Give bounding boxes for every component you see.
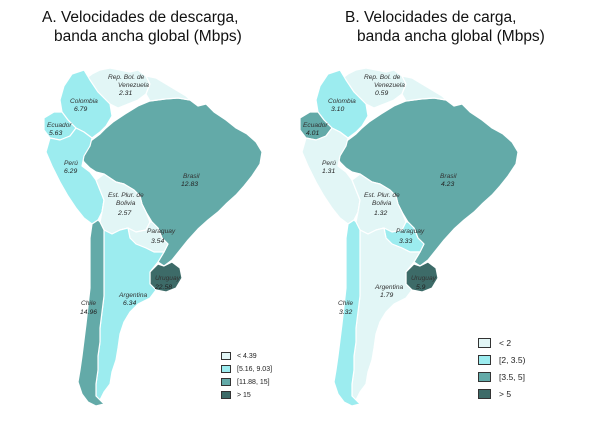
chile-region [333, 219, 361, 407]
b-argentina-value: 1.79 [380, 292, 393, 299]
a-argentina-value: 6.34 [123, 300, 136, 307]
panel-a-title-line1: A. Velocidades de descarga, [42, 9, 239, 26]
b-venezuela-value: 0.59 [375, 90, 388, 97]
a-peru-value: 6.29 [64, 168, 77, 175]
legend-b-item-3: [3.5, 5] [478, 368, 525, 385]
a-brasil-name: Brasil [183, 173, 200, 180]
guyana-region [401, 75, 447, 102]
legend-b-label-1: < 2 [499, 337, 512, 348]
b-colombia-value: 3.10 [331, 106, 344, 113]
legend-a-item-1: < 4.39 [221, 350, 272, 362]
legend-b-item-2: [2, 3.5) [478, 351, 525, 368]
legend-b-label-4: > 5 [499, 388, 512, 399]
b-uruguay-name: Uruguay [411, 275, 437, 282]
a-bolivia-name2: Bolivia [116, 200, 136, 207]
a-venezuela-name2: Venezuela [118, 82, 149, 89]
b-peru-name: Perú [322, 160, 336, 167]
brasil-region [335, 97, 519, 267]
panel-a-legend: < 4.39 [5.16, 9.03] [11.88, 15] > 15 [221, 350, 272, 402]
a-colombia-value: 6.79 [74, 106, 87, 113]
b-paraguay-value: 3.33 [399, 238, 412, 245]
a-chile-value: 14.96 [80, 309, 97, 316]
b-venezuela-name2: Venezuela [374, 82, 405, 89]
panel-a-title-line2: banda ancha global (Mbps) [54, 28, 242, 45]
panel-b-legend: < 2 [2, 3.5) [3.5, 5] > 5 [478, 334, 525, 402]
b-chile-name: Chile [338, 300, 353, 307]
legend-b-item-1: < 2 [478, 334, 525, 351]
a-brasil-value: 12.83 [181, 181, 198, 188]
a-ecuador-name: Ecuador [47, 122, 72, 129]
b-ecuador-value: 4.01 [306, 130, 319, 137]
a-ecuador-value: 5.63 [49, 130, 62, 137]
b-venezuela-name1: Rep. Bol. de [364, 74, 401, 81]
a-venezuela-value: 2.31 [118, 90, 132, 97]
b-brasil-value: 4.23 [441, 181, 454, 188]
legend-b-swatch-3 [478, 371, 491, 382]
a-argentina-name: Argentina [118, 292, 148, 299]
a-chile-name: Chile [81, 300, 96, 307]
legend-a-swatch-4 [221, 391, 231, 399]
legend-a-swatch-2 [221, 365, 231, 373]
a-venezuela-name1: Rep. Bol. de [108, 74, 145, 81]
b-ecuador-name: Ecuador [303, 122, 328, 129]
panel-b-title-line1: B. Velocidades de carga, [345, 9, 517, 26]
legend-a-swatch-3 [221, 378, 231, 386]
a-paraguay-name: Paraguay [147, 228, 176, 235]
b-uruguay-value: 5.9 [416, 284, 426, 291]
panel-b-title: B. Velocidades de carga, banda ancha glo… [345, 8, 545, 46]
legend-b-swatch-2 [478, 354, 491, 365]
legend-a-item-4: > 15 [221, 389, 272, 401]
panel-b-title-line2: banda ancha global (Mbps) [357, 28, 545, 45]
a-bolivia-value: 2.57 [117, 210, 131, 217]
brasil-region [79, 97, 263, 267]
b-bolivia-name2: Bolivia [372, 200, 392, 207]
chile-region [77, 219, 105, 407]
a-colombia-name: Colombia [70, 98, 98, 105]
a-bolivia-name1: Est. Plur. de [108, 192, 144, 199]
b-colombia-name: Colombia [328, 98, 356, 105]
panel-a-map: Rep. Bol. de Venezuela 2.31 Colombia 6.7… [43, 67, 263, 407]
argentina-region [351, 227, 421, 401]
a-uruguay-name: Uruguay [155, 275, 181, 282]
legend-a-item-2: [5.16, 9.03] [221, 363, 272, 375]
a-uruguay-value: 22.58 [154, 284, 172, 291]
a-peru-name: Perú [64, 160, 78, 167]
b-paraguay-name: Paraguay [396, 228, 425, 235]
legend-b-swatch-4 [478, 388, 491, 399]
legend-a-swatch-1 [221, 352, 231, 360]
b-argentina-name: Argentina [374, 284, 404, 291]
legend-b-label-3: [3.5, 5] [499, 371, 525, 382]
legend-b-label-2: [2, 3.5) [499, 354, 526, 365]
legend-a-item-3: [11.88, 15] [221, 376, 272, 388]
b-brasil-name: Brasil [440, 173, 457, 180]
legend-b-item-4: > 5 [478, 385, 525, 402]
b-peru-value: 1.31 [322, 168, 335, 175]
b-chile-value: 3.32 [339, 309, 352, 316]
legend-b-swatch-1 [478, 337, 491, 348]
a-paraguay-value: 3.54 [151, 238, 164, 245]
b-bolivia-name1: Est. Plur. de [364, 192, 400, 199]
panel-a-title: A. Velocidades de descarga, banda ancha … [42, 8, 242, 46]
legend-a-label-2: [5.16, 9.03] [237, 365, 273, 373]
legend-a-label-3: [11.88, 15] [237, 378, 270, 386]
guyana-region [145, 75, 191, 102]
b-bolivia-value: 1.32 [374, 210, 387, 217]
legend-a-label-1: < 4.39 [237, 352, 257, 360]
legend-a-label-4: > 15 [237, 391, 251, 399]
